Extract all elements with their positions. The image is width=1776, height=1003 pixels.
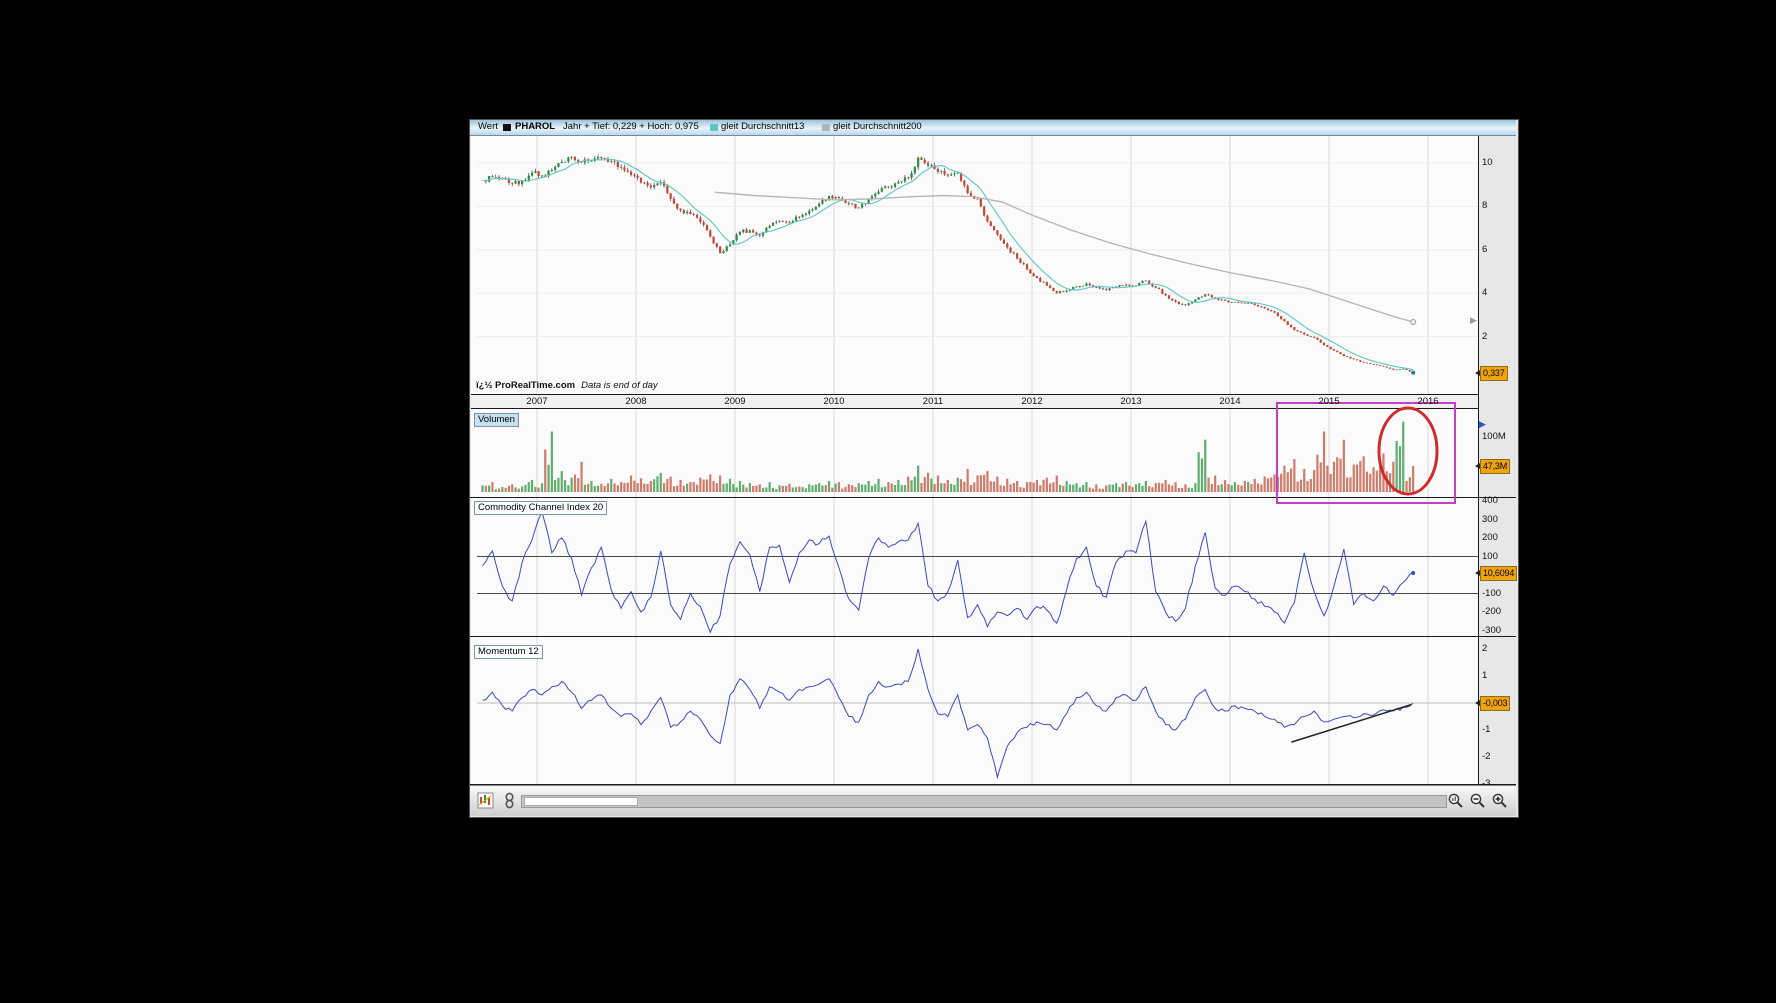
tab-cci[interactable]: Commodity Channel Index 20 [474, 501, 608, 515]
data-frequency-note: Data is end of day [581, 380, 658, 391]
last-price-badge: 0,337 [1475, 366, 1508, 381]
scrollbar-thumb[interactable] [524, 797, 638, 806]
candlestick-pattern-icon[interactable] [477, 792, 494, 809]
price-panel[interactable] [471, 135, 1478, 394]
axis-divider [1478, 135, 1479, 785]
ma13-swatch-icon [710, 124, 718, 131]
volume-panel[interactable] [471, 409, 1478, 497]
prorealtime-brand: ï¿½ ProRealTime.com [476, 380, 576, 391]
year-range-info: Jahr + Tief: 0,229 + Hoch: 0,975 [563, 121, 699, 132]
symbol-swatch-icon [503, 124, 511, 131]
chart-legend-bar: Wert PHAROL Jahr + Tief: 0,229 + Hoch: 0… [470, 120, 1516, 136]
ma200-axis-arrow-icon: ▶ [1470, 315, 1477, 325]
time-axis[interactable] [471, 394, 1478, 409]
link-charts-icon[interactable] [501, 792, 518, 809]
zoom-out-icon[interactable] [1469, 792, 1486, 809]
ma200-legend-label[interactable]: gleit Durchschnitt200 [833, 121, 922, 132]
cci-panel[interactable] [471, 498, 1478, 636]
momentum-panel[interactable] [471, 637, 1478, 784]
panel-divider [470, 497, 1516, 498]
legend-left-label[interactable]: Wert [478, 121, 498, 132]
symbol-label[interactable]: PHAROL [515, 121, 556, 132]
last-volume-badge: 47,3M [1474, 459, 1511, 474]
ma13-legend-label[interactable]: gleit Durchschnitt13 [721, 121, 805, 132]
tab-momentum[interactable]: Momentum 12 [474, 645, 543, 659]
last-cci-badge: 10,6094 [1474, 566, 1518, 581]
zoom-custom-icon[interactable] [1447, 792, 1464, 809]
zoom-in-icon[interactable] [1491, 792, 1508, 809]
panel-divider [470, 636, 1516, 637]
panel-divider [470, 784, 1516, 785]
ma200-swatch-icon [822, 124, 830, 131]
tab-volumen[interactable]: Volumen [474, 413, 519, 427]
last-momentum-badge: -0,003 [1474, 696, 1511, 711]
watermark: ï¿½ ProRealTime.com Data is end of day [476, 380, 658, 391]
volume-axis-arrow-icon: ▶ [1479, 419, 1486, 429]
chart-scrollbar[interactable] [521, 795, 1447, 808]
